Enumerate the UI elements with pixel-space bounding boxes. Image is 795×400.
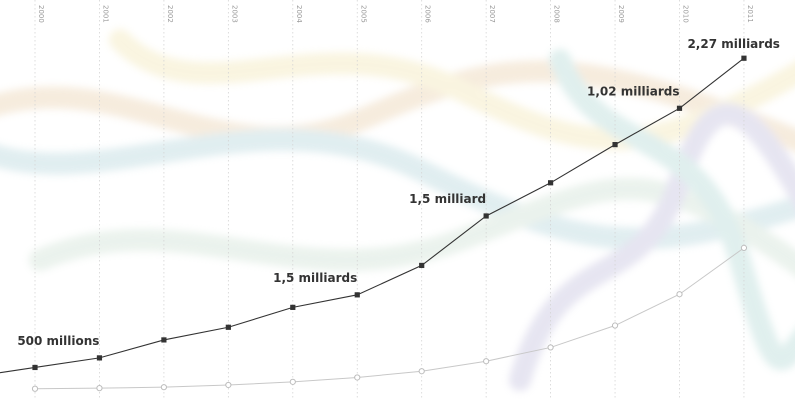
background-swirl bbox=[0, 60, 795, 152]
data-annotation: 2,27 milliards bbox=[687, 37, 780, 51]
series-layer bbox=[0, 55, 748, 392]
data-point bbox=[31, 385, 39, 392]
data-point bbox=[161, 337, 167, 343]
year-label: 2010 bbox=[682, 5, 690, 23]
data-point bbox=[289, 378, 296, 385]
year-label: 2001 bbox=[101, 5, 109, 23]
year-label: 2006 bbox=[424, 5, 432, 23]
data-annotation: 500 millions bbox=[17, 334, 99, 348]
annotations: 500 millions 1,5 milliards 1,5 milliard 1,0… bbox=[17, 37, 780, 348]
data-point bbox=[354, 292, 360, 298]
year-label: 2004 bbox=[295, 5, 303, 23]
year-label: 2008 bbox=[553, 5, 561, 23]
data-point bbox=[612, 142, 618, 148]
year-label: 2002 bbox=[166, 5, 174, 23]
data-annotation: 1,5 milliard bbox=[409, 192, 486, 206]
data-point bbox=[741, 55, 747, 61]
data-point bbox=[676, 105, 683, 111]
year-label: 2003 bbox=[230, 5, 238, 23]
data-point bbox=[483, 358, 490, 365]
data-point bbox=[160, 384, 167, 391]
data-point bbox=[547, 344, 554, 351]
data-point bbox=[611, 322, 619, 329]
year-label: 2000 bbox=[37, 5, 45, 23]
data-point bbox=[96, 385, 103, 392]
data-point bbox=[225, 381, 232, 389]
background-swirl bbox=[29, 177, 795, 276]
data-point bbox=[96, 355, 103, 361]
data-point bbox=[483, 213, 489, 219]
series-line bbox=[34, 247, 745, 390]
background-swirl bbox=[549, 49, 795, 371]
data-point bbox=[548, 180, 554, 186]
data-point bbox=[419, 262, 425, 269]
data-point bbox=[32, 364, 38, 371]
data-annotation: 1,5 milliards bbox=[273, 271, 357, 285]
data-point bbox=[290, 304, 296, 310]
year-labels: 2000 2001 2002 2003 2004 2005 2006 2007 2008 2009… bbox=[37, 5, 754, 23]
year-label: 2011 bbox=[746, 5, 754, 23]
year-label: 2005 bbox=[359, 5, 367, 23]
data-point bbox=[418, 368, 425, 375]
data-point bbox=[676, 291, 683, 298]
data-point bbox=[354, 374, 361, 381]
gridlines bbox=[34, 0, 745, 400]
year-label: 2009 bbox=[617, 5, 625, 23]
background-swirl bbox=[109, 29, 795, 151]
data-point bbox=[225, 324, 231, 330]
year-label: 2007 bbox=[488, 5, 496, 23]
data-point bbox=[740, 244, 748, 251]
data-annotation: 1,02 milliards bbox=[587, 84, 680, 98]
